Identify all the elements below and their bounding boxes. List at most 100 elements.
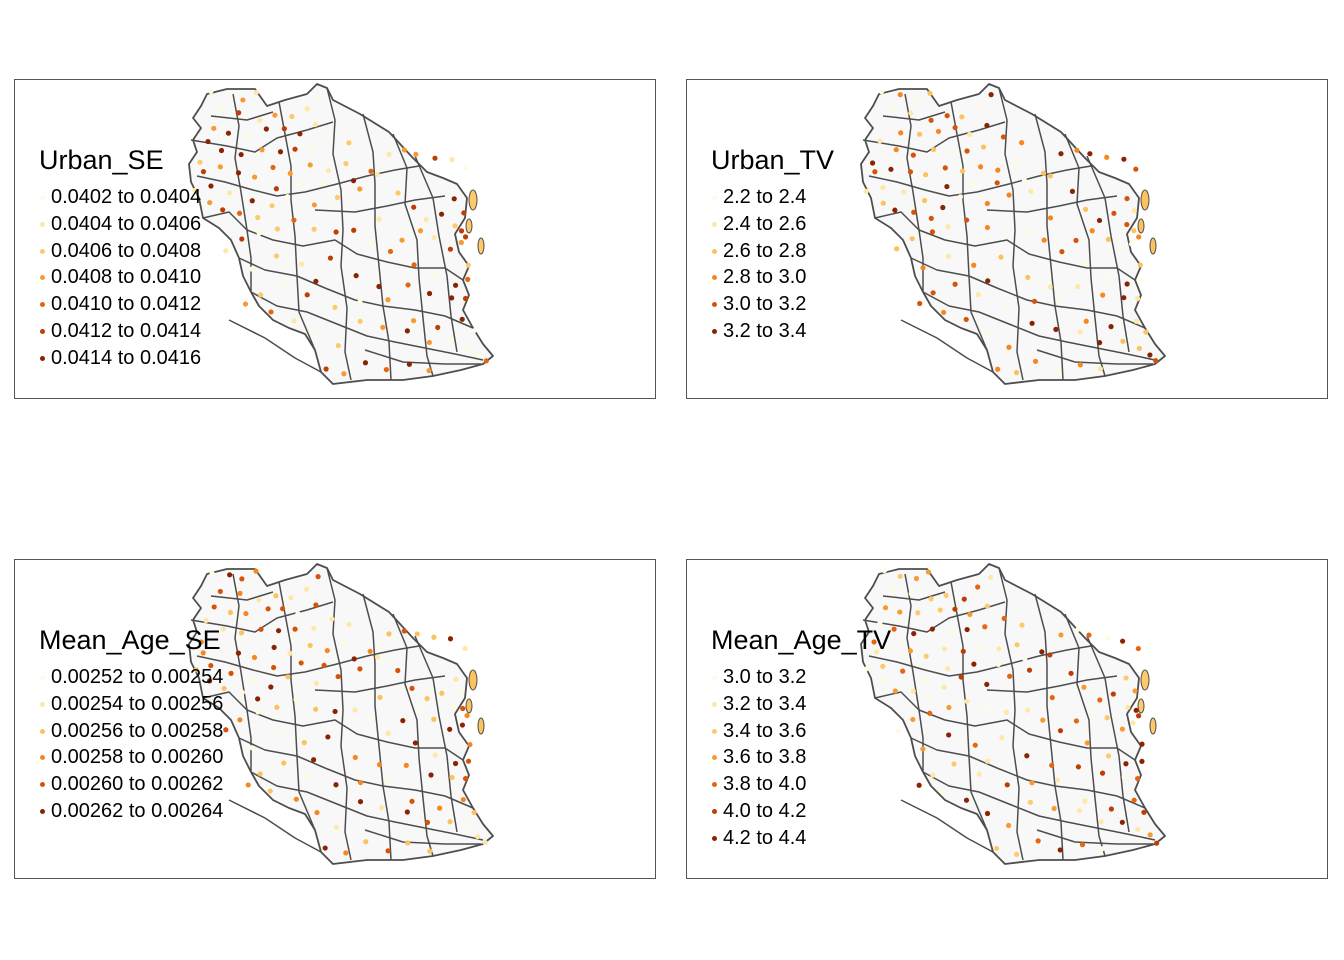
- district-dot: [913, 575, 920, 582]
- district-dot: [1019, 622, 1025, 628]
- district-dot: [1083, 206, 1089, 212]
- legend-label: 0.00260 to 0.00262: [51, 773, 224, 796]
- region-boundary: [392, 613, 434, 857]
- district-dot: [1084, 740, 1090, 746]
- district-dot: [1026, 667, 1033, 673]
- district-dot: [894, 246, 900, 252]
- district-dot: [1141, 809, 1147, 815]
- district-dot: [239, 236, 245, 242]
- legend-label: 0.0406 to 0.0408: [51, 239, 202, 262]
- district-dot: [316, 94, 322, 100]
- region-boundary: [922, 291, 1156, 361]
- district-dot: [923, 172, 929, 178]
- region-boundary: [392, 133, 434, 377]
- district-dot: [1022, 656, 1028, 662]
- region-boundary: [228, 799, 322, 853]
- district-dot: [235, 650, 242, 656]
- district-dot: [218, 107, 224, 113]
- district-dot: [274, 226, 281, 232]
- district-dot: [363, 839, 369, 845]
- district-dot: [1006, 344, 1012, 350]
- district-dot: [220, 626, 227, 632]
- district-dot: [949, 628, 955, 634]
- district-dot: [928, 696, 934, 702]
- district-dot: [1111, 210, 1117, 216]
- legend-item: 0.00252 to 0.00254: [39, 664, 223, 691]
- district-dot: [952, 606, 958, 612]
- region-boundary: [910, 257, 1146, 329]
- legend-swatch: [40, 808, 45, 814]
- district-dot: [299, 261, 305, 267]
- district-dot: [940, 309, 947, 316]
- district-dot: [343, 850, 349, 856]
- island: [1137, 218, 1145, 234]
- district-dot: [249, 198, 255, 204]
- legend-label: 3.0 to 3.2: [723, 666, 807, 688]
- district-dot: [1075, 626, 1081, 632]
- district-dot: [458, 228, 465, 234]
- district-dot: [1099, 770, 1106, 776]
- district-dot: [1006, 822, 1012, 829]
- island: [1149, 237, 1157, 255]
- district-dot: [880, 200, 886, 206]
- district-dot: [1133, 318, 1139, 324]
- district-dot: [376, 216, 382, 222]
- region-boundary: [868, 645, 1092, 677]
- district-dot: [333, 229, 339, 235]
- district-dot: [242, 301, 249, 307]
- legend-label: 2.2 to 2.4: [723, 186, 807, 208]
- district-dot: [944, 183, 950, 190]
- district-dot: [449, 774, 455, 781]
- district-dot: [431, 634, 437, 640]
- legend-item: 0.0402 to 0.0404: [39, 184, 201, 211]
- district-dot: [379, 805, 385, 811]
- district-dot: [1096, 340, 1103, 346]
- district-dot: [459, 316, 465, 322]
- district-dot: [942, 165, 948, 171]
- district-dot: [207, 678, 213, 684]
- district-dot: [374, 171, 381, 178]
- district-dot: [449, 295, 455, 301]
- district-dot: [432, 274, 438, 280]
- district-dot: [320, 180, 327, 186]
- district-dot: [1128, 241, 1135, 247]
- legend-item: 0.0410 to 0.0412: [39, 291, 201, 318]
- map-panel-urban-tv: Urban_TV 2.2 to 2.4 2.4 to 2.6 2.6 to 2.8 2.…: [686, 79, 1328, 399]
- district-dot: [945, 224, 951, 230]
- district-dot: [908, 591, 914, 597]
- district-dot: [367, 648, 373, 654]
- district-dot: [1024, 753, 1030, 759]
- district-dot: [409, 798, 415, 804]
- district-dot: [462, 295, 469, 302]
- district-dot: [436, 805, 443, 811]
- district-dot: [1086, 632, 1092, 638]
- district-dot: [357, 186, 363, 192]
- district-dot: [346, 621, 352, 627]
- district-dot: [315, 574, 321, 580]
- legend-label: 0.0404 to 0.0406: [51, 212, 202, 235]
- legend-item: 0.00260 to 0.00262: [39, 771, 223, 798]
- legend-item: 0.0408 to 0.0410: [39, 264, 201, 291]
- district-dot: [1087, 151, 1093, 157]
- district-dot: [387, 248, 394, 255]
- district-dot: [988, 92, 994, 98]
- district-dot: [426, 367, 432, 374]
- district-dot: [911, 630, 917, 637]
- district-dot: [871, 639, 877, 645]
- legend-swatch: [712, 302, 717, 308]
- legend-label: 4.0 to 4.2: [723, 799, 807, 822]
- district-dot: [426, 290, 433, 297]
- district-dot: [235, 170, 242, 176]
- legend-label: 2.6 to 2.8: [723, 239, 807, 262]
- district-dot: [937, 607, 943, 613]
- district-dot: [1143, 329, 1149, 335]
- district-dot: [385, 297, 391, 303]
- district-dot: [1007, 673, 1013, 679]
- district-dot: [313, 278, 319, 284]
- district-dot: [952, 281, 958, 287]
- district-dot: [1006, 192, 1012, 198]
- district-dot: [1029, 320, 1035, 326]
- district-dot: [251, 654, 258, 661]
- island: [1140, 669, 1150, 691]
- legend-swatch: [40, 755, 45, 761]
